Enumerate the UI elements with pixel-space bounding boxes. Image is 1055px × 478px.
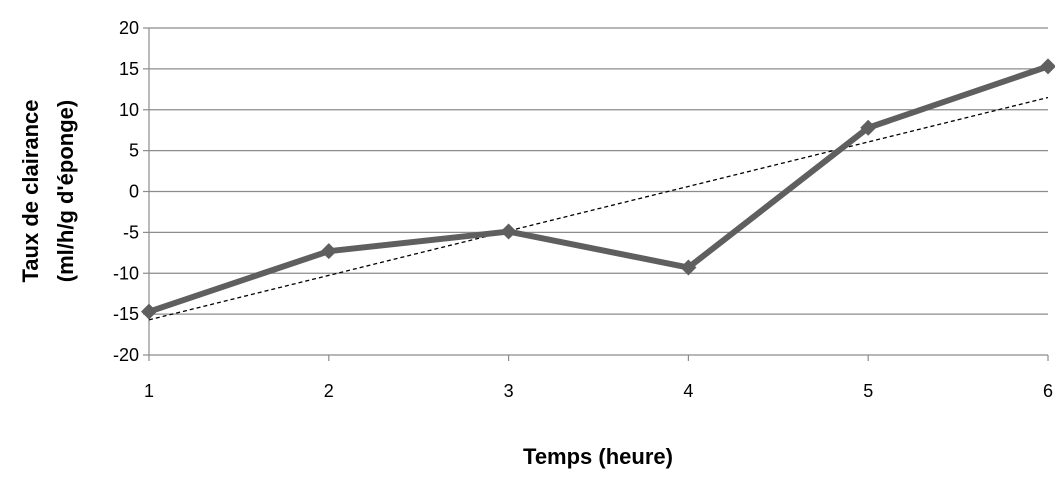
data-point-marker	[141, 303, 157, 320]
y-tick-label: 20	[119, 18, 139, 38]
y-tick-label: -15	[113, 304, 139, 324]
x-tick-labels: 1 2 3 4 5 6	[144, 381, 1053, 401]
data-point-marker	[680, 259, 697, 276]
x-tick-label: 1	[144, 381, 154, 401]
y-tick-label: 15	[119, 59, 139, 79]
trendline-group	[148, 96, 1049, 321]
y-axis-title-line2: (ml/h/g d'éponge)	[53, 100, 78, 282]
y-tick-label: 5	[129, 141, 139, 161]
data-point-marker	[320, 243, 337, 260]
x-tick-label: 5	[863, 381, 873, 401]
y-axis-title-line1: Taux de clairance	[18, 99, 43, 282]
series-line	[146, 63, 1051, 315]
x-axis-title: Temps (heure)	[523, 444, 673, 469]
y-tick-label: -5	[123, 222, 139, 242]
y-tick-label: -10	[113, 263, 139, 283]
trendline	[148, 96, 1049, 321]
x-tick-label: 3	[504, 381, 514, 401]
x-tick-label: 2	[324, 381, 334, 401]
x-tick-label: 6	[1043, 381, 1053, 401]
y-tick-label: 0	[129, 182, 139, 202]
y-tick-labels: 20 15 10 5 0 -5 -10 -15 -20	[113, 18, 139, 365]
y-axis-title: Taux de clairance (ml/h/g d'éponge)	[18, 99, 78, 282]
data-point-marker	[500, 223, 517, 240]
axes	[143, 27, 1049, 361]
data-point-marker	[860, 119, 877, 136]
data-point-marker	[1040, 58, 1055, 75]
gridlines	[149, 27, 1048, 315]
y-tick-label: 10	[119, 100, 139, 120]
series-group	[141, 58, 1055, 320]
y-tick-label: -20	[113, 345, 139, 365]
x-tick-label: 4	[683, 381, 693, 401]
